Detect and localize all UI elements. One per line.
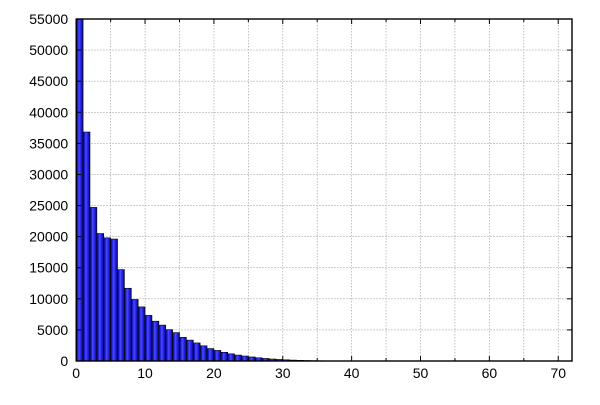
svg-text:0: 0: [60, 353, 68, 369]
svg-text:40: 40: [344, 365, 360, 381]
svg-text:60: 60: [482, 365, 498, 381]
svg-text:10000: 10000: [29, 291, 68, 307]
svg-text:20000: 20000: [29, 229, 68, 245]
svg-text:55000: 55000: [29, 11, 68, 27]
svg-text:30: 30: [275, 365, 291, 381]
svg-text:10: 10: [137, 365, 153, 381]
svg-text:20: 20: [206, 365, 222, 381]
svg-text:25000: 25000: [29, 198, 68, 214]
svg-text:40000: 40000: [29, 104, 68, 120]
svg-text:0: 0: [72, 365, 80, 381]
svg-text:30000: 30000: [29, 166, 68, 182]
svg-text:15000: 15000: [29, 260, 68, 276]
svg-text:35000: 35000: [29, 135, 68, 151]
svg-text:50: 50: [413, 365, 429, 381]
svg-text:45000: 45000: [29, 73, 68, 89]
svg-text:5000: 5000: [37, 322, 68, 338]
svg-text:70: 70: [550, 365, 566, 381]
svg-text:50000: 50000: [29, 42, 68, 58]
